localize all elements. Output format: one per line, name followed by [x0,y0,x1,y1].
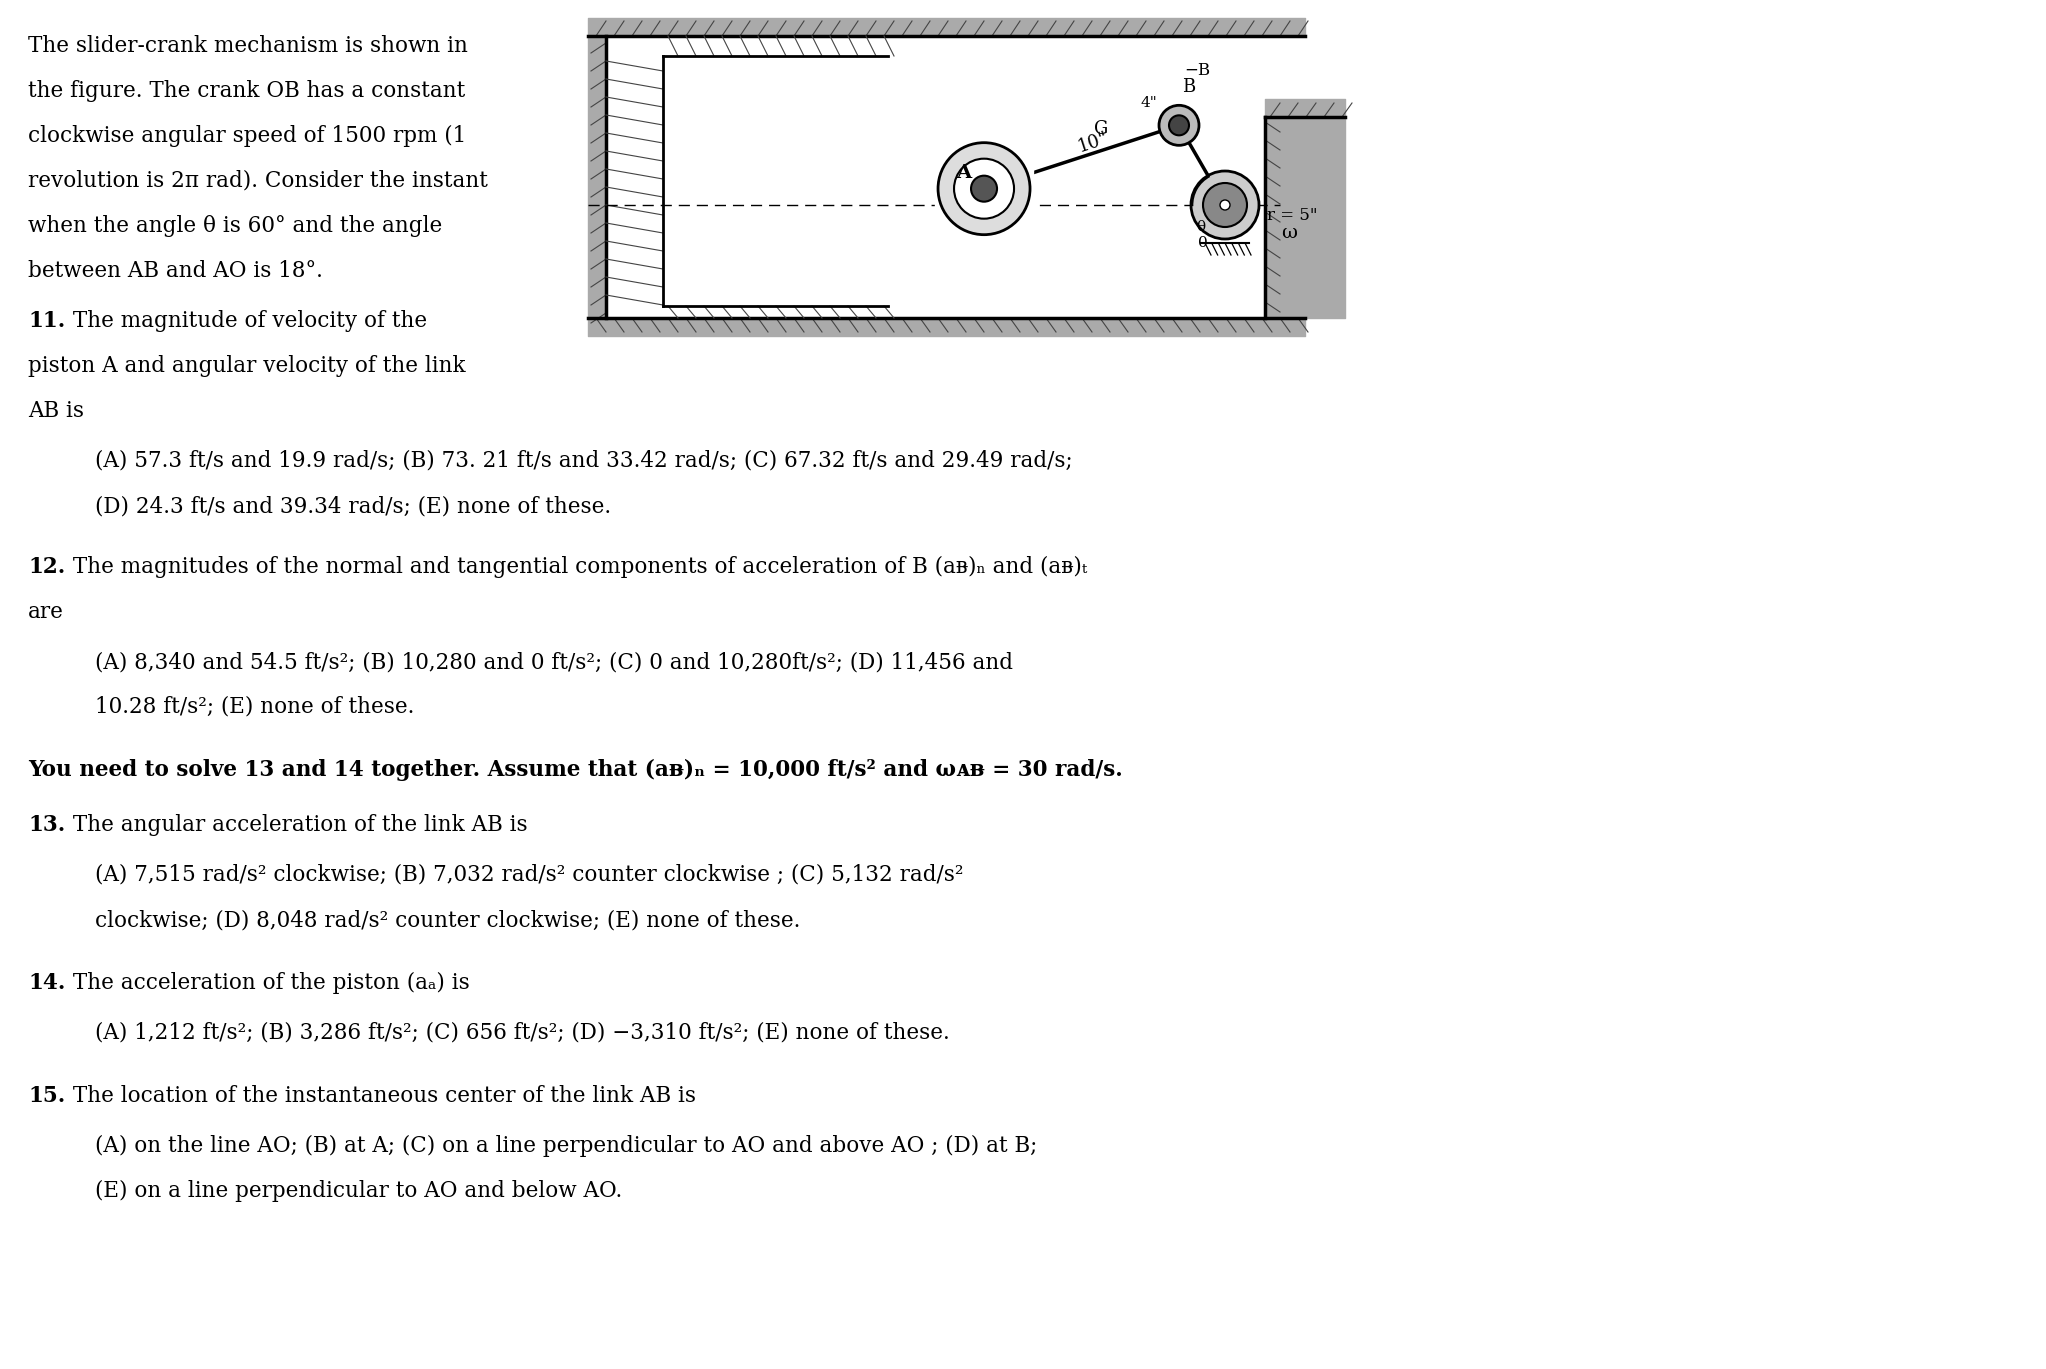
Circle shape [1203,183,1246,227]
Text: ω: ω [1281,225,1297,242]
Text: 10.28 ft/s²; (E) none of these.: 10.28 ft/s²; (E) none of these. [94,695,415,717]
Text: (A) on the line AO; (B) at A; (C) on a line perpendicular to AO and above AO ; (: (A) on the line AO; (B) at A; (C) on a l… [94,1135,1037,1157]
Text: θ: θ [1197,220,1205,234]
Text: clockwise; (D) 8,048 rad/s² counter clockwise; (E) none of these.: clockwise; (D) 8,048 rad/s² counter cloc… [94,909,800,931]
Text: The magnitude of velocity of the: The magnitude of velocity of the [65,309,428,333]
Text: between AB and AO is 18°.: between AB and AO is 18°. [29,260,323,282]
Text: (A) 7,515 rad/s² clockwise; (B) 7,032 rad/s² counter clockwise ; (C) 5,132 rad/s: (A) 7,515 rad/s² clockwise; (B) 7,032 ra… [94,864,964,886]
Text: piston A and angular velocity of the link: piston A and angular velocity of the lin… [29,355,466,376]
Text: The slider-crank mechanism is shown in: The slider-crank mechanism is shown in [29,36,469,57]
Text: clockwise angular speed of 1500 rpm (1: clockwise angular speed of 1500 rpm (1 [29,125,466,146]
Circle shape [1168,115,1189,136]
Text: (A) 8,340 and 54.5 ft/s²; (B) 10,280 and 0 ft/s²; (C) 0 and 10,280ft/s²; (D) 11,: (A) 8,340 and 54.5 ft/s²; (B) 10,280 and… [94,652,1013,674]
Circle shape [972,175,996,201]
Bar [935,140,1033,238]
Text: G: G [1095,120,1109,138]
Text: 0: 0 [1199,235,1207,251]
Text: 4": 4" [1140,96,1158,111]
Text: −B: −B [1185,62,1209,79]
Text: A: A [955,164,972,182]
Text: (D) 24.3 ft/s and 39.34 rad/s; (E) none of these.: (D) 24.3 ft/s and 39.34 rad/s; (E) none … [94,496,612,517]
Text: (E) on a line perpendicular to AO and below AO.: (E) on a line perpendicular to AO and be… [94,1180,622,1202]
Text: The location of the instantaneous center of the link AB is: The location of the instantaneous center… [65,1086,696,1108]
Text: The angular acceleration of the link AB is: The angular acceleration of the link AB … [65,815,528,836]
Circle shape [1219,200,1230,209]
Text: 14.: 14. [29,972,65,994]
Circle shape [937,142,1029,234]
Text: 12.: 12. [29,556,65,578]
Circle shape [953,159,1015,219]
Text: the figure. The crank OB has a constant: the figure. The crank OB has a constant [29,79,464,103]
Text: 11.: 11. [29,309,65,333]
Text: are: are [29,601,63,623]
Text: 13.: 13. [29,815,65,836]
Text: (A) 1,212 ft/s²; (B) 3,286 ft/s²; (C) 656 ft/s²; (D) −3,310 ft/s²; (E) none of t: (A) 1,212 ft/s²; (B) 3,286 ft/s²; (C) 65… [94,1023,949,1045]
Text: (A) 57.3 ft/s and 19.9 rad/s; (B) 73. 21 ft/s and 33.42 rad/s; (C) 67.32 ft/s an: (A) 57.3 ft/s and 19.9 rad/s; (B) 73. 21… [94,450,1072,472]
Text: AB is: AB is [29,400,84,422]
Circle shape [1191,171,1258,240]
Text: The magnitudes of the normal and tangential components of acceleration of B (aᴃ): The magnitudes of the normal and tangent… [65,556,1086,578]
Text: 10": 10" [1076,129,1111,156]
Circle shape [1158,105,1199,145]
Text: revolution is 2π rad). Consider the instant: revolution is 2π rad). Consider the inst… [29,170,487,192]
Text: B: B [1183,78,1195,96]
Text: You need to solve 13 and 14 together. Assume that (aᴃ)ₙ = 10,000 ft/s² and ωᴀᴃ =: You need to solve 13 and 14 together. As… [29,758,1123,782]
Text: when the angle θ is 60° and the angle: when the angle θ is 60° and the angle [29,215,442,237]
Text: 15.: 15. [29,1086,65,1108]
Text: r = 5": r = 5" [1266,207,1318,223]
Text: The acceleration of the piston (aₐ) is: The acceleration of the piston (aₐ) is [65,972,471,994]
